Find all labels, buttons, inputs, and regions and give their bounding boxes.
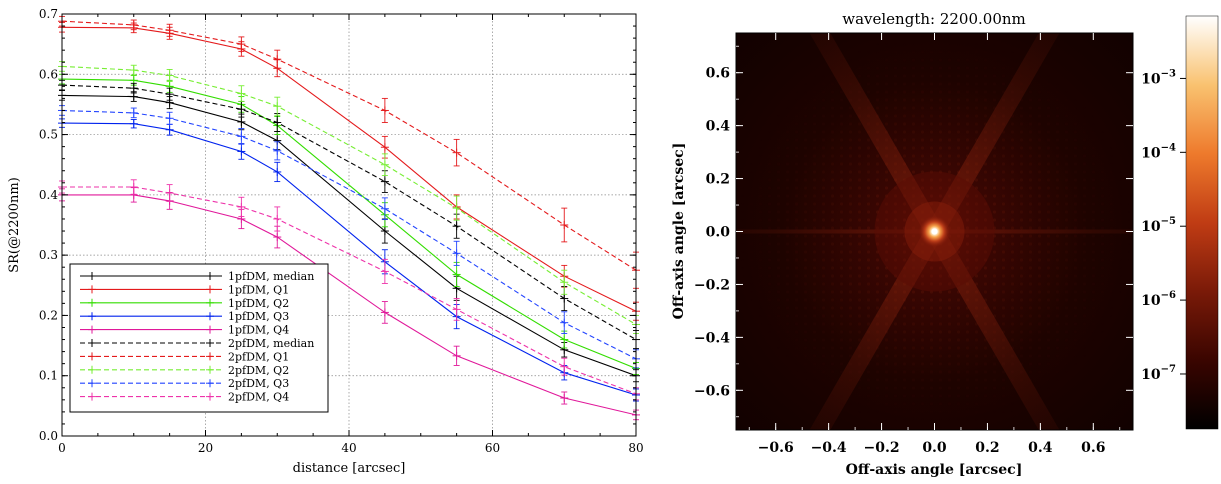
data-point	[237, 86, 245, 102]
x-tick-label: 80	[628, 441, 643, 455]
y-tick-label: 0.0	[39, 429, 58, 443]
y-tick-label: 0.5	[39, 128, 58, 142]
data-point	[453, 139, 461, 166]
y-tick-label: −0.4	[694, 330, 730, 346]
data-point	[560, 392, 568, 404]
legend-label: 2pfDM, Q1	[228, 350, 289, 363]
diffraction-spikes	[635, 0, 1221, 484]
data-point	[381, 259, 389, 283]
colorbar	[1186, 16, 1218, 429]
sr-vs-distance-chart: 0 20 40 60 80 0.0 0.1 0.2 0.3 0.4 0.5 0.6 0.7 distan…	[0, 0, 650, 484]
data-point	[273, 162, 281, 181]
y-tick-label: −0.6	[694, 383, 730, 399]
data-point	[273, 50, 281, 68]
y-tick-label: 0.4	[39, 188, 58, 202]
data-point	[381, 154, 389, 176]
data-point	[453, 196, 461, 220]
y-tick-label: 0.6	[39, 67, 58, 81]
x-tick-label: 40	[341, 441, 356, 455]
data-point	[130, 180, 138, 194]
data-point	[381, 198, 389, 220]
panel-title: wavelength: 2200.00nm	[842, 10, 1026, 28]
x-tick-label: −0.6	[758, 440, 794, 456]
legend-label: 2pfDM, Q3	[228, 377, 289, 390]
data-point	[166, 112, 174, 124]
data-point	[381, 98, 389, 122]
data-point	[130, 120, 138, 128]
data-point	[166, 69, 174, 81]
y-tick-label: 0.6	[706, 66, 730, 82]
data-point	[560, 312, 568, 334]
data-point	[453, 346, 461, 365]
legend-label: 1pfDM, Q1	[228, 283, 289, 296]
y-tick-label: 0.1	[39, 369, 58, 383]
data-point	[130, 108, 138, 118]
colorbar-tick-label: 10−4	[1141, 142, 1176, 161]
x-tick-label: −0.4	[811, 440, 847, 456]
colorbar-tick-label: 10−6	[1141, 290, 1176, 309]
data-point	[273, 97, 281, 115]
spike	[635, 230, 1221, 234]
y-tick-label: 0.7	[39, 7, 58, 21]
series-line	[62, 21, 636, 270]
x-tick-label: −0.2	[864, 440, 900, 456]
x-tick-label: 0.0	[922, 440, 947, 456]
psf-image	[635, 0, 1221, 484]
data-point	[273, 207, 281, 231]
y-tick-label: −0.2	[694, 277, 730, 293]
y-tick-label: 0.0	[706, 225, 731, 241]
x-axis-label: distance [arcsec]	[293, 461, 406, 476]
data-point	[560, 208, 568, 242]
data-point	[237, 197, 245, 216]
x-tick-label: 0.4	[1028, 440, 1053, 456]
x-tick-label: 20	[198, 441, 213, 455]
spike	[777, 0, 1093, 484]
y-tick-label: 0.4	[706, 119, 731, 135]
x-axis-label: Off-axis angle [arcsec]	[846, 462, 1023, 478]
data-point	[453, 241, 461, 265]
legend-label: 1pfDM, Q3	[228, 310, 289, 323]
colorbar-tick-label: 10−5	[1141, 216, 1176, 235]
colorbar-ticks: 10−3 10−4 10−5 10−6 10−7	[1141, 68, 1186, 383]
y-axis-label: Off-axis angle [arcsec]	[671, 143, 687, 320]
psf-peak	[932, 229, 938, 235]
data-point	[237, 129, 245, 145]
x-tick-label: 0.6	[1081, 440, 1105, 456]
colorbar-tick-label: 10−3	[1141, 68, 1176, 87]
colorbar-tick-label: 10−7	[1141, 364, 1176, 383]
data-point	[237, 144, 245, 160]
data-point	[130, 65, 138, 75]
data-point	[166, 88, 174, 100]
data-point	[273, 142, 281, 160]
legend-label: 1pfDM, Q4	[228, 324, 289, 337]
legend-label: 2pfDM, Q2	[228, 364, 289, 377]
x-tick-label: 60	[485, 441, 500, 455]
data-point	[381, 302, 389, 324]
legend-label: 1pfDM, median	[228, 270, 314, 283]
data-point	[453, 262, 461, 286]
y-tick-label: 0.2	[39, 308, 58, 322]
y-tick-label: 0.3	[39, 248, 58, 262]
y-tick-label: 0.2	[706, 172, 730, 188]
legend-label: 1pfDM, Q2	[228, 297, 289, 310]
x-tick-label: 0	[58, 441, 66, 455]
data-point	[166, 24, 174, 36]
x-tick-label: 0.2	[975, 440, 999, 456]
legend-label: 2pfDM, Q4	[228, 391, 289, 404]
spike	[777, 0, 1093, 484]
data-point	[166, 185, 174, 202]
data-point	[166, 124, 174, 135]
image-axes: −0.6 −0.4 −0.2 0.0 0.2 0.4 0.6 −0.6 −0.4 −0.2 0.0 0…	[694, 33, 1133, 456]
legend-label: 2pfDM, median	[228, 337, 314, 350]
y-axis-label: SR(@2200nm)	[7, 177, 22, 273]
